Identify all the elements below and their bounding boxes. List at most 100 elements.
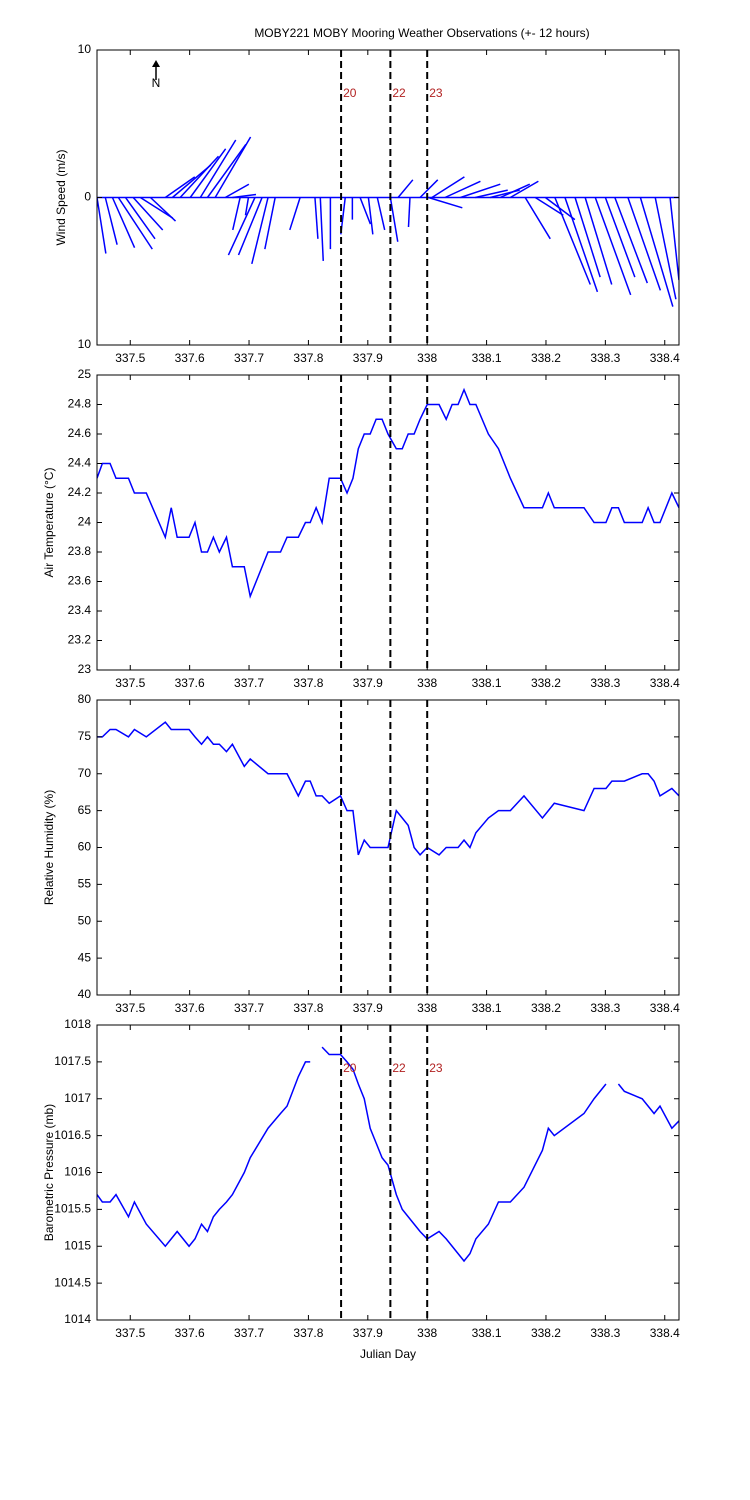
x-tick-label: 338.4 [650, 351, 680, 365]
wind-stick [627, 197, 662, 291]
y-tick-label: 23.8 [68, 544, 92, 558]
wind-stick [164, 176, 196, 199]
x-tick-label: 337.7 [234, 676, 264, 690]
y-tick-label: 23.6 [68, 574, 92, 588]
wind-stick [460, 183, 501, 199]
y-tick-label: 24.8 [68, 397, 92, 411]
x-tick-label: 338.1 [472, 1326, 502, 1340]
x-tick-label: 338.3 [590, 1326, 620, 1340]
y-tick-label: 1017.5 [54, 1054, 91, 1068]
x-tick-label: 338.4 [650, 1001, 680, 1015]
plot-frame [96, 699, 680, 996]
plot-frame [96, 49, 680, 346]
wind-stick [97, 197, 107, 254]
y-tick-label: 24 [78, 515, 92, 529]
wind-stick [407, 197, 411, 228]
y-tick-label: 0 [84, 190, 91, 204]
plot-area [97, 387, 679, 599]
wind-stick [251, 197, 269, 265]
wind-stick [639, 197, 674, 307]
x-tick-label: 338.3 [590, 1001, 620, 1015]
wind-stick [604, 197, 636, 278]
plot-area [97, 721, 679, 857]
x-tick-label: 337.5 [115, 351, 145, 365]
y-tick-label: 1016.5 [54, 1128, 91, 1142]
x-tick-label: 337.6 [175, 1001, 205, 1015]
wind-stick [564, 197, 599, 293]
x-tick-label: 337.8 [293, 1326, 323, 1340]
wind-stick [376, 197, 386, 231]
y-tick-label: 23.2 [68, 633, 92, 647]
wind-stick [117, 197, 153, 250]
x-tick-label: 337.9 [353, 1326, 383, 1340]
x-tick-label: 337.6 [175, 351, 205, 365]
x-tick-label: 337.8 [293, 676, 323, 690]
wind-stick [132, 196, 164, 231]
x-tick-label: 337.8 [293, 1001, 323, 1015]
wind-stick [584, 197, 613, 285]
wind-stick [431, 176, 465, 199]
x-tick-label: 338.1 [472, 1001, 502, 1015]
x-tick-label: 338.2 [531, 676, 561, 690]
y-tick-label: 24.6 [68, 426, 92, 440]
wind-stick [149, 196, 177, 222]
plot-frame [96, 374, 680, 671]
wind-stick [104, 197, 118, 245]
wind-stick [319, 197, 324, 261]
north-label: N [152, 76, 161, 90]
x-tick-label: 338.1 [472, 676, 502, 690]
wind-stick [389, 197, 399, 242]
y-tick-label: 40 [78, 987, 92, 1001]
y-tick-label: 50 [78, 913, 92, 927]
data-line [97, 1046, 679, 1263]
x-tick-label: 337.7 [234, 351, 264, 365]
wind-stick [574, 197, 601, 278]
wind-stick [264, 197, 276, 250]
marker-label: 22 [392, 86, 406, 100]
wind-stick [224, 183, 250, 199]
y-tick-label: 1015 [64, 1238, 91, 1252]
y-tick-label: 75 [78, 729, 92, 743]
y-tick-label: 23 [78, 662, 92, 676]
x-tick-label: 338 [417, 1326, 437, 1340]
x-tick-label: 338 [417, 1001, 437, 1015]
wind-stick [419, 179, 439, 199]
wind-stick [428, 196, 463, 209]
plot-area [97, 136, 679, 307]
x-tick-label: 338.2 [531, 351, 561, 365]
x-tick-label: 337.6 [175, 676, 205, 690]
wind-stick [367, 197, 374, 235]
wind-stick [654, 197, 677, 300]
y-tick-label: 1016 [64, 1165, 91, 1179]
wind-stick [554, 197, 591, 285]
x-tick-label: 338.2 [531, 1001, 561, 1015]
y-tick-label: 70 [78, 766, 92, 780]
wind-stick [124, 197, 156, 240]
x-tick-label: 338.2 [531, 1326, 561, 1340]
y-axis-label: Relative Humidity (%) [42, 790, 56, 905]
marker-label: 22 [392, 1061, 406, 1075]
y-tick-label: 24.4 [68, 456, 92, 470]
plot-frame [96, 1024, 680, 1321]
data-line [97, 721, 679, 857]
data-line [97, 387, 679, 599]
x-tick-label: 338 [417, 351, 437, 365]
wind-stick [111, 197, 136, 248]
x-tick-label: 337.9 [353, 1001, 383, 1015]
wind-stick [669, 197, 679, 281]
marker-label: 23 [429, 1061, 443, 1075]
wind-stick [499, 183, 531, 199]
x-tick-label: 337.9 [353, 351, 383, 365]
wind-stick [359, 197, 372, 225]
wind-stick [179, 155, 220, 199]
north-arrow-head [152, 60, 160, 67]
y-tick-label: 55 [78, 877, 92, 891]
y-tick-label: 45 [78, 950, 92, 964]
y-tick-label: 1014.5 [54, 1275, 91, 1289]
wind-stick [594, 197, 632, 296]
x-tick-label: 338.4 [650, 1326, 680, 1340]
x-tick-label: 338.4 [650, 676, 680, 690]
y-axis-label: Air Temperature (°C) [42, 468, 56, 578]
y-tick-label: 65 [78, 803, 92, 817]
wind-stick [232, 197, 241, 231]
